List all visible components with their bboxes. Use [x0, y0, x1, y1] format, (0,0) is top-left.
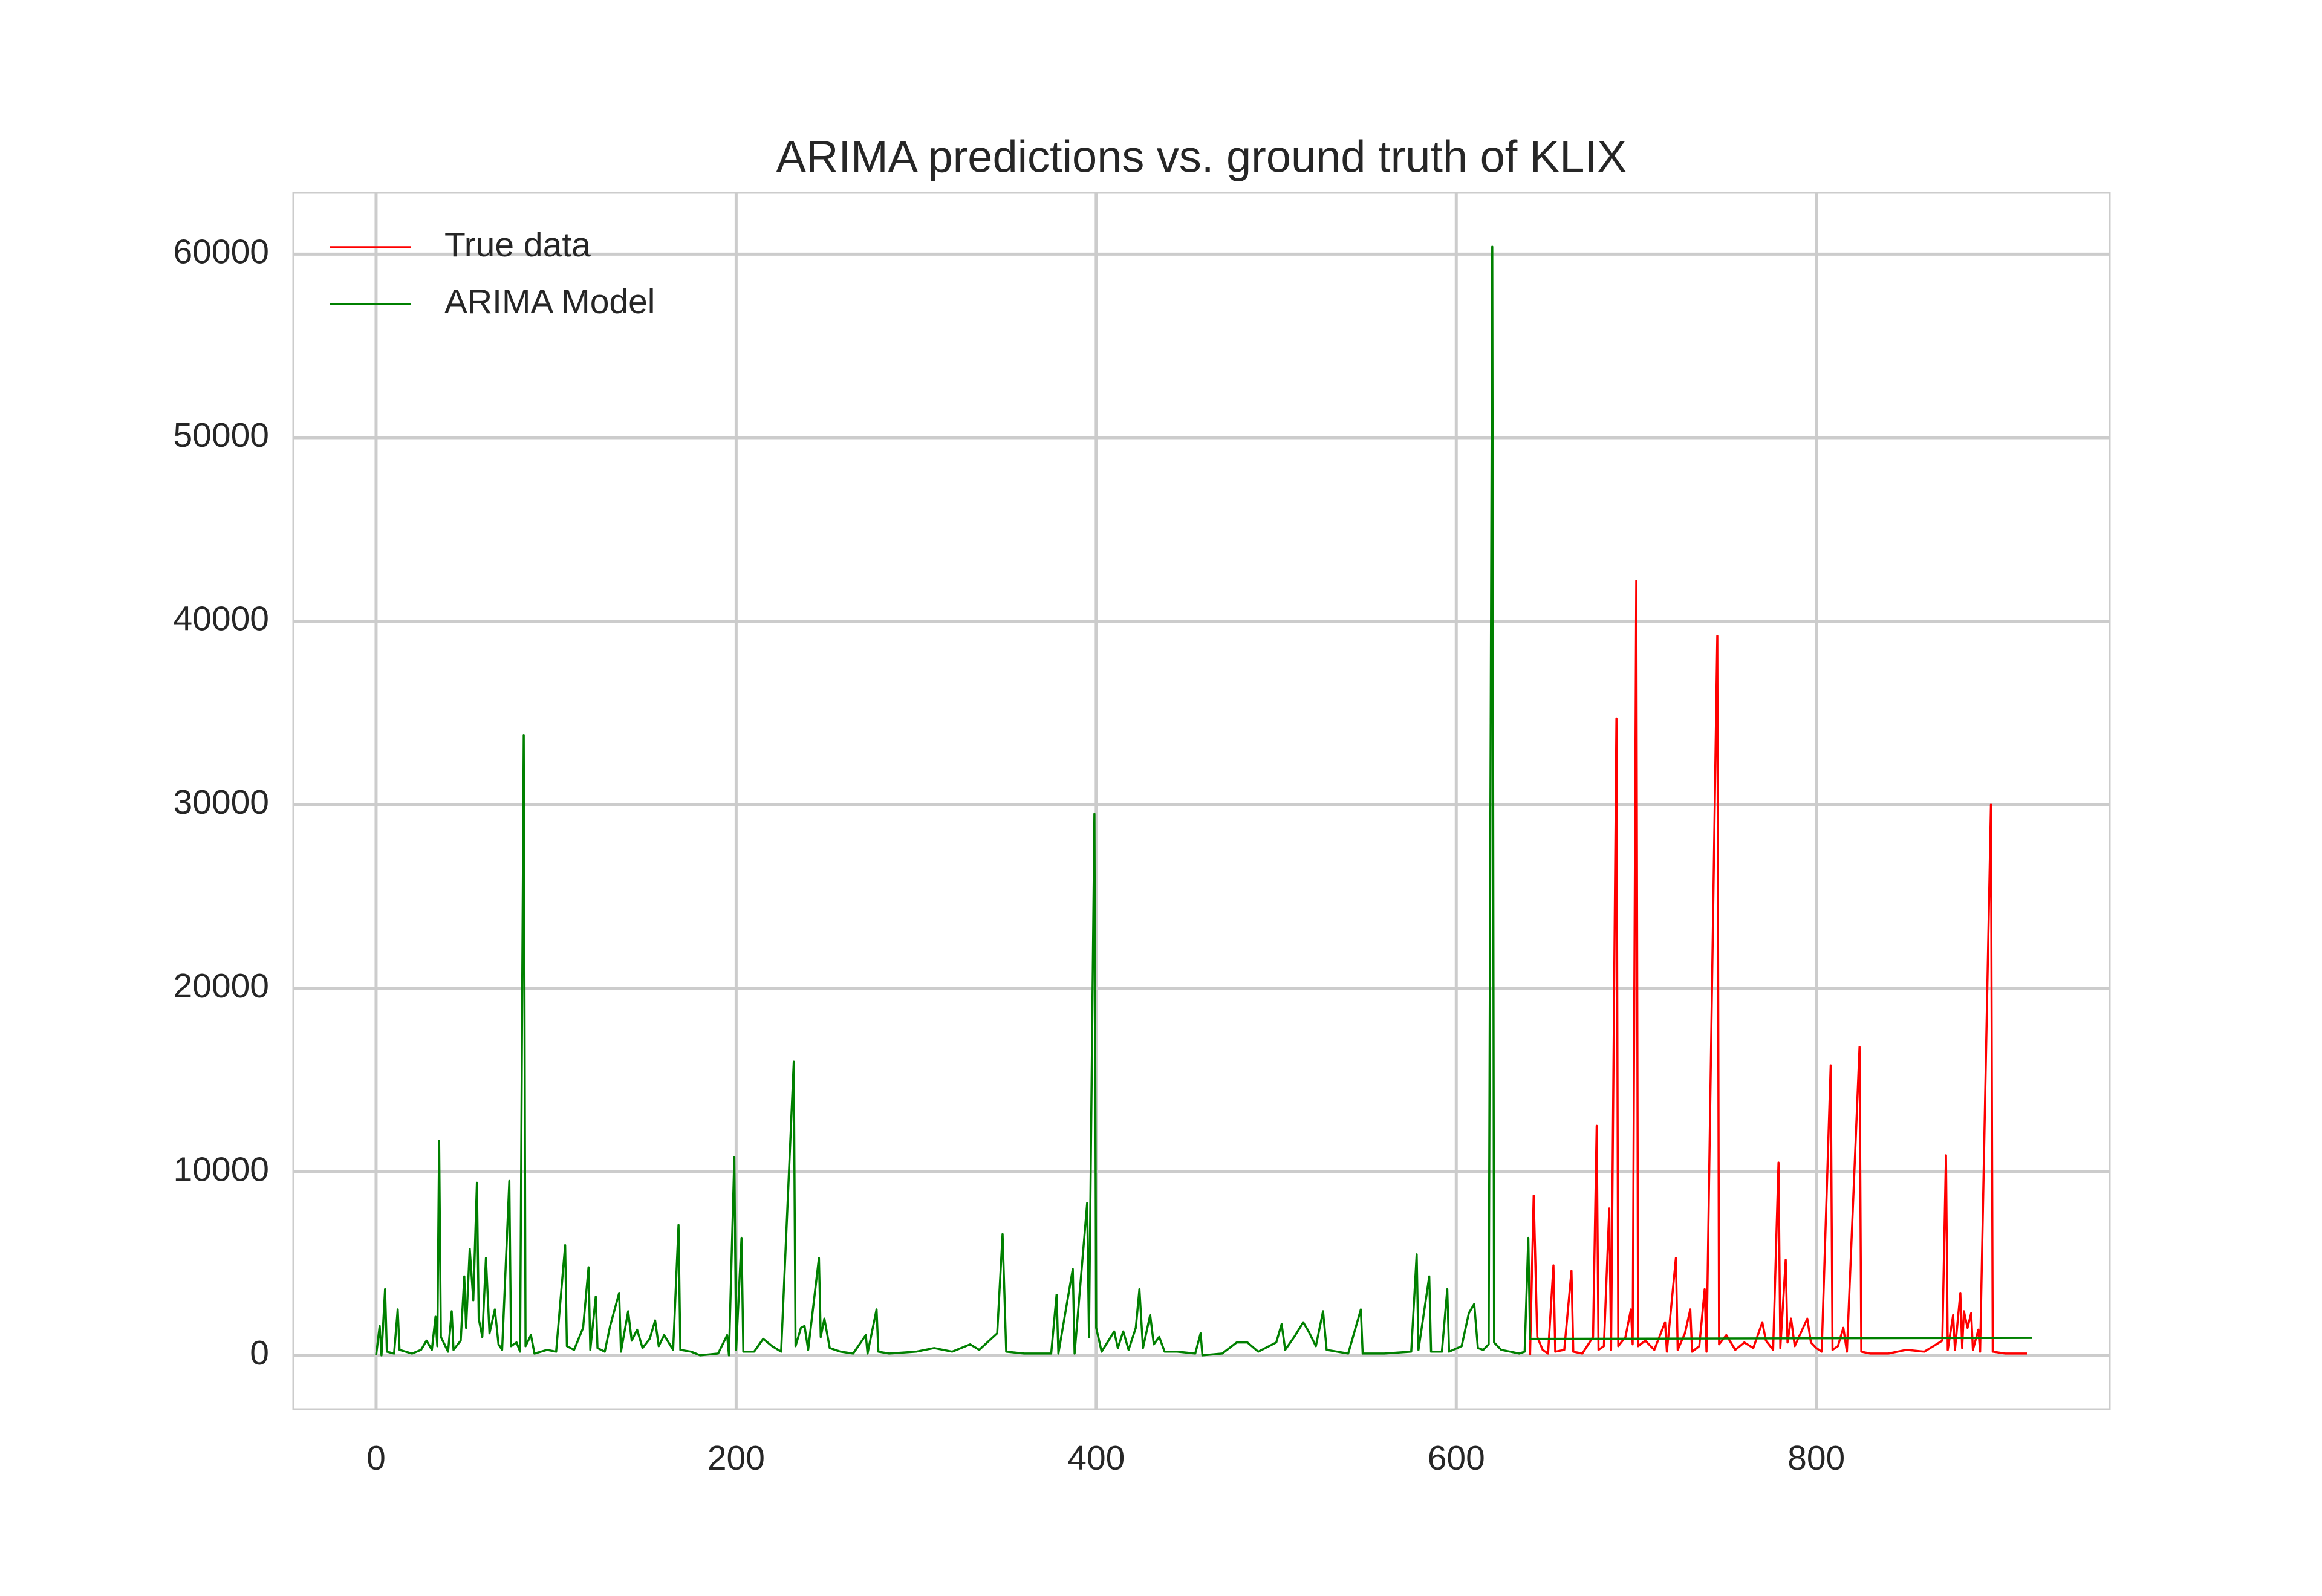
legend-label: True data — [444, 225, 591, 264]
legend-label: ARIMA Model — [444, 282, 655, 321]
y-tick-label: 10000 — [173, 1150, 269, 1189]
x-tick-label: 200 — [707, 1439, 765, 1478]
x-tick-label: 400 — [1067, 1439, 1125, 1478]
plot-frame — [292, 192, 2111, 1410]
y-tick-label: 20000 — [173, 967, 269, 1005]
y-tick-label: 60000 — [173, 232, 269, 271]
y-tick-label: 0 — [250, 1334, 269, 1372]
y-tick-label: 40000 — [173, 600, 269, 638]
x-tick-label: 600 — [1428, 1439, 1485, 1478]
data-line — [1529, 580, 2027, 1355]
chart-title: ARIMA predictions vs. ground truth of KL… — [776, 132, 1627, 182]
y-tick-label: 30000 — [173, 783, 269, 822]
data-line — [375, 245, 2033, 1357]
x-tick-label: 800 — [1787, 1439, 1845, 1478]
x-tick-label: 0 — [366, 1439, 386, 1478]
y-tick-label: 50000 — [173, 416, 269, 455]
